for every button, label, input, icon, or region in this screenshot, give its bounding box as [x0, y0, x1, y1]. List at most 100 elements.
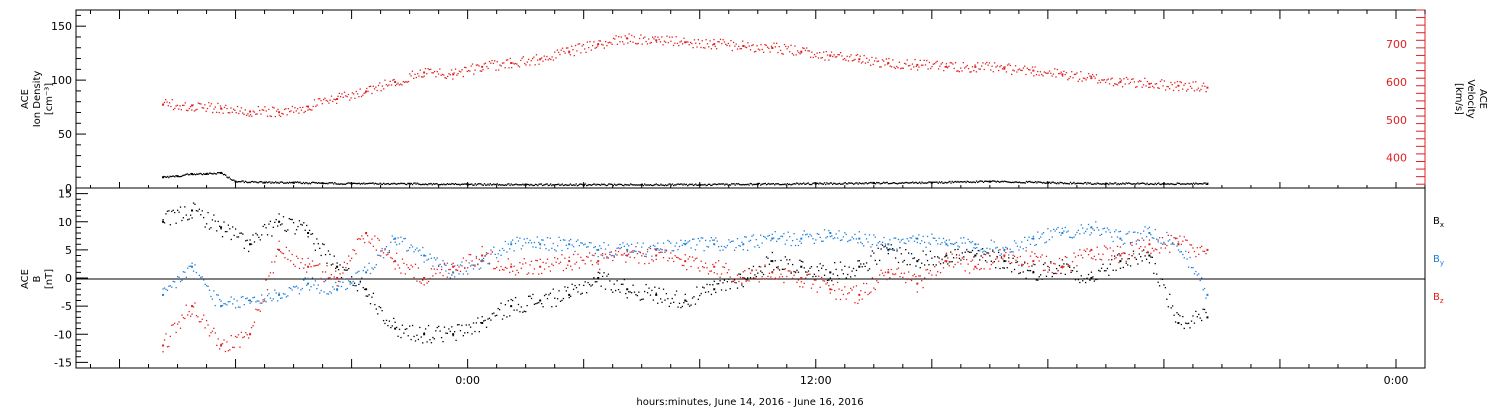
density-sample: [1155, 183, 1158, 186]
bz-sample: [220, 343, 222, 346]
density-sample: [446, 183, 449, 185]
density-sample: [482, 184, 485, 186]
density-sample: [254, 181, 256, 183]
density-sample: [965, 181, 967, 184]
by-sample: [320, 289, 322, 292]
density-sample: [1036, 182, 1038, 184]
top-right-ylabel-line1: ACE: [1477, 89, 1488, 109]
density-sample: [595, 184, 597, 186]
density-sample: [929, 181, 931, 183]
by-sample: [306, 284, 308, 286]
bz-sample: [410, 264, 412, 266]
bz-sample: [871, 277, 874, 279]
density-sample: [710, 184, 712, 187]
velocity-sample: [435, 76, 437, 78]
velocity-sample: [251, 115, 253, 118]
density-sample: [518, 184, 520, 186]
bx-sample: [992, 250, 994, 252]
bz-sample: [967, 263, 969, 265]
bx-sample: [387, 324, 389, 327]
bx-point: [626, 288, 629, 291]
density-sample: [901, 181, 903, 184]
bx-sample: [496, 314, 498, 317]
velocity-sample: [839, 51, 842, 54]
velocity-sample: [734, 45, 736, 47]
velocity-sample: [954, 62, 957, 64]
bz-sample: [613, 256, 615, 258]
velocity-sample: [779, 49, 782, 52]
density-sample: [1130, 183, 1132, 185]
by-sample: [188, 265, 190, 267]
density-sample: [298, 182, 300, 184]
bz-point: [742, 277, 745, 279]
density-sample: [406, 183, 408, 186]
bx-sample: [606, 275, 608, 277]
velocity-sample: [178, 108, 180, 110]
density-sample: [841, 183, 843, 185]
by-sample: [211, 298, 214, 300]
bottom-left-ytick-label: 10: [58, 216, 72, 229]
bz-sample: [825, 283, 827, 285]
by-sample: [668, 240, 670, 243]
bx-sample: [512, 299, 514, 302]
bx-sample: [413, 335, 415, 338]
bx-sample: [407, 335, 409, 337]
velocity-sample: [950, 62, 953, 64]
density-sample: [364, 183, 366, 185]
density-sample: [1010, 181, 1013, 184]
by-sample: [915, 237, 917, 240]
bz-sample: [1037, 256, 1039, 258]
bz-sample: [855, 285, 858, 287]
bz-sample: [175, 331, 177, 334]
bz-sample: [630, 251, 633, 253]
velocity-sample: [500, 65, 502, 67]
bz-sample: [968, 272, 971, 274]
bz-sample: [567, 264, 569, 266]
by-sample: [426, 259, 428, 261]
by-sample: [1061, 227, 1064, 230]
by-sample: [229, 300, 231, 303]
density-sample: [927, 182, 929, 184]
bx-sample: [839, 261, 842, 263]
velocity-sample: [418, 75, 420, 77]
bx-sample: [680, 306, 682, 309]
bx-sample: [406, 328, 408, 330]
by-sample: [472, 268, 475, 270]
density-sample: [1017, 181, 1019, 184]
velocity-sample: [1115, 83, 1117, 85]
bx-sample: [1010, 271, 1013, 273]
density-sample: [749, 182, 751, 185]
density-sample: [1097, 182, 1100, 185]
density-sample: [1051, 181, 1053, 183]
density-sample: [945, 182, 948, 184]
velocity-sample: [910, 68, 912, 70]
density-sample: [168, 176, 170, 179]
density-sample: [416, 182, 418, 184]
top-left-ytick-label: 50: [58, 128, 72, 141]
density-sample: [644, 183, 646, 185]
by-sample: [253, 296, 256, 298]
bz-sample: [844, 286, 846, 288]
velocity-sample: [266, 115, 269, 117]
by-sample: [964, 242, 966, 244]
by-sample: [897, 238, 900, 241]
bz-sample: [820, 276, 823, 279]
velocity-sample: [633, 36, 636, 38]
by-sample: [868, 234, 871, 236]
density-sample: [413, 182, 415, 184]
bz-sample: [1031, 251, 1033, 253]
bx-sample: [764, 265, 766, 268]
density-sample: [808, 183, 811, 186]
density-sample: [242, 180, 244, 182]
density-sample: [511, 184, 514, 186]
bx-sample: [1203, 308, 1206, 311]
velocity-sample: [1168, 88, 1171, 90]
density-sample: [1031, 181, 1033, 183]
bz-sample: [951, 253, 953, 255]
velocity-sample: [1149, 86, 1151, 88]
velocity-sample: [928, 61, 931, 64]
by-sample: [523, 238, 525, 240]
bx-sample: [284, 229, 286, 232]
by-sample: [446, 262, 449, 264]
density-sample: [887, 182, 890, 185]
